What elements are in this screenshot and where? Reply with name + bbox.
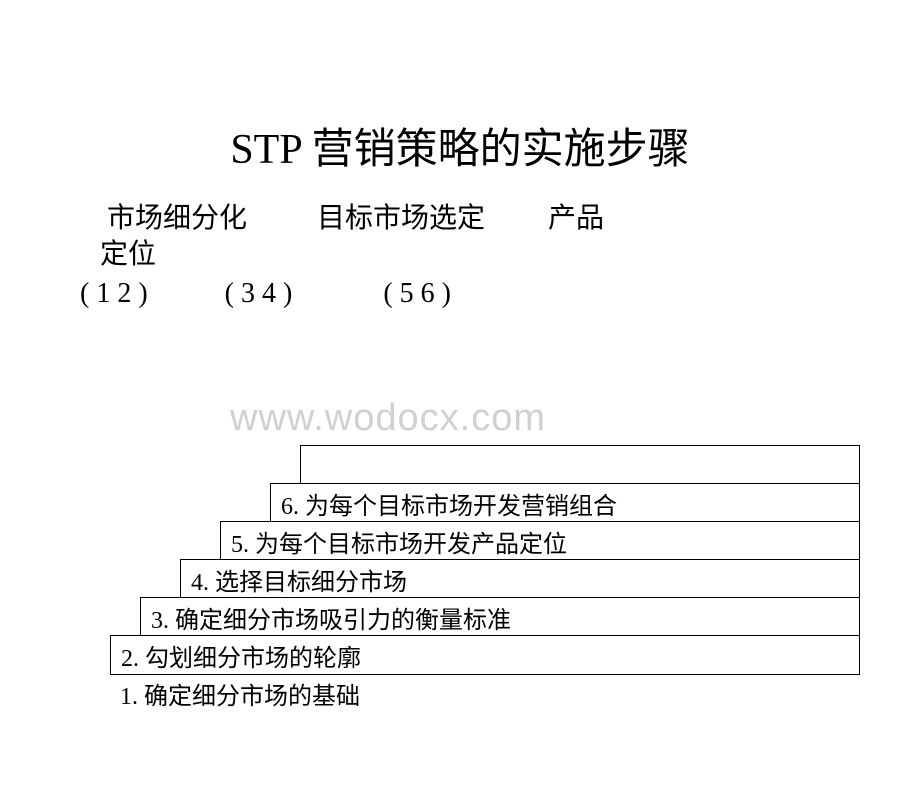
segment-label: 市场细分化 — [107, 203, 247, 234]
subtitle-line2: 定位 — [100, 237, 840, 273]
numbers-section: ( 1 2 ) ( 3 4 ) ( 5 6 ) — [0, 278, 920, 310]
subtitle-part1 — [100, 203, 107, 234]
step-4-label: 4. 选择目标细分市场 — [191, 562, 407, 597]
product-label: 产品 — [548, 203, 604, 234]
step-6-label: 6. 为每个目标市场开发营销组合 — [281, 486, 617, 521]
target-label: 目标市场选定 — [317, 203, 485, 234]
number-group-3: ( 5 6 ) — [383, 278, 451, 310]
step-2: 2. 勾划细分市场的轮廓 — [110, 635, 860, 675]
step-1-label: 1. 确定细分市场的基础 — [120, 676, 360, 711]
step-1: 1. 确定细分市场的基础 — [110, 673, 860, 713]
spacer — [148, 278, 225, 309]
step-2-label: 2. 勾划细分市场的轮廓 — [121, 638, 361, 673]
step-top-empty — [300, 445, 860, 485]
watermark-text: www.wodocx.com — [230, 397, 546, 440]
step-4: 4. 选择目标细分市场 — [180, 559, 860, 599]
step-6: 6. 为每个目标市场开发营销组合 — [270, 483, 860, 523]
spacer — [485, 203, 548, 234]
number-group-1: ( 1 2 ) — [80, 278, 148, 310]
subtitle-line1: 市场细分化 目标市场选定 产品 — [100, 201, 840, 237]
page-title: STP 营销策略的实施步骤 — [0, 115, 920, 176]
spacer — [292, 278, 383, 309]
step-5-label: 5. 为每个目标市场开发产品定位 — [231, 524, 567, 559]
spacer — [247, 203, 317, 234]
step-3: 3. 确定细分市场吸引力的衡量标准 — [140, 597, 860, 637]
step-5: 5. 为每个目标市场开发产品定位 — [220, 521, 860, 561]
subtitle-section: 市场细分化 目标市场选定 产品 定位 — [0, 201, 920, 274]
number-group-2: ( 3 4 ) — [225, 278, 293, 310]
step-3-label: 3. 确定细分市场吸引力的衡量标准 — [151, 600, 511, 635]
